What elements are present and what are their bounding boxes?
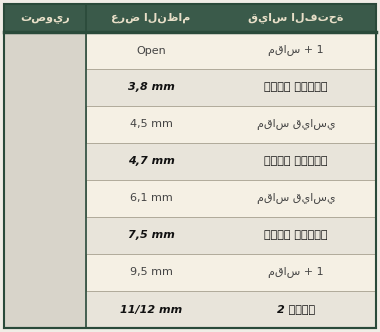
Bar	[4, 106, 86, 143]
Text: مقاس قياسي: مقاس قياسي	[264, 82, 328, 93]
Bar	[86, 106, 376, 143]
Bar	[4, 32, 86, 69]
Bar	[86, 291, 376, 328]
Text: قياس الفتحة: قياس الفتحة	[248, 13, 344, 24]
Bar	[86, 106, 376, 143]
Text: مقاس قياسي: مقاس قياسي	[264, 230, 328, 240]
Bar	[86, 69, 376, 106]
Bar	[86, 254, 376, 291]
Bar	[86, 217, 376, 254]
Bar	[4, 143, 86, 180]
Text: مقاس قياسي: مقاس قياسي	[256, 193, 335, 204]
Text: 4,7 mm: 4,7 mm	[128, 156, 174, 167]
Text: مقاس قياسي: مقاس قياسي	[256, 119, 335, 130]
Text: 2 مقاس: 2 مقاس	[277, 304, 315, 314]
Bar	[86, 180, 376, 217]
Bar	[86, 143, 376, 180]
Text: عرض النظام: عرض النظام	[111, 13, 191, 23]
Text: 3,8 mm: 3,8 mm	[128, 82, 174, 93]
Bar	[4, 254, 86, 291]
Bar	[4, 180, 86, 217]
Text: 9,5 mm: 9,5 mm	[130, 268, 173, 278]
Text: Open: Open	[136, 45, 166, 55]
Text: 11/12 mm: 11/12 mm	[120, 304, 182, 314]
Text: مقاس قياسي: مقاس قياسي	[264, 156, 328, 167]
Bar	[4, 291, 86, 328]
Text: مقاس + 1: مقاس + 1	[268, 45, 324, 56]
Bar	[86, 180, 376, 217]
Bar	[86, 32, 376, 69]
Text: مقاس + 1: مقاس + 1	[268, 267, 324, 278]
Text: 4,5 mm: 4,5 mm	[130, 120, 173, 129]
Text: 7,5 mm: 7,5 mm	[128, 230, 174, 240]
Bar	[86, 32, 376, 69]
Text: 6,1 mm: 6,1 mm	[130, 194, 173, 204]
Text: تصوير: تصوير	[20, 13, 70, 23]
Bar	[4, 4, 376, 32]
Bar	[4, 217, 86, 254]
Bar	[4, 69, 86, 106]
Bar	[86, 254, 376, 291]
